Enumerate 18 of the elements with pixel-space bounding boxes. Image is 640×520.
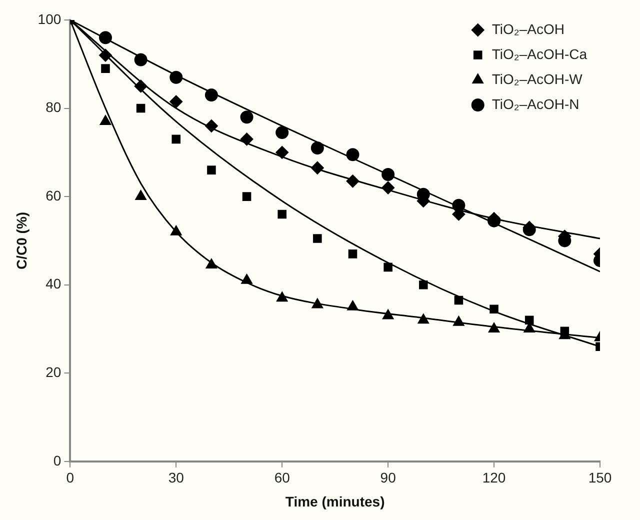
x-axis-title: Time (minutes): [285, 493, 385, 510]
x-tick-label: 150: [588, 470, 612, 486]
y-tick-label: 20: [46, 364, 62, 380]
x-tick-label: 0: [66, 470, 74, 486]
y-tick-label: 0: [53, 452, 62, 468]
x-tick-label: 120: [482, 470, 506, 486]
x-tick-label: 90: [380, 470, 396, 486]
x-tick-label: 30: [168, 470, 184, 486]
y-tick-label: 100: [38, 10, 62, 27]
y-tick-label: 40: [46, 276, 62, 292]
legend-label: TiO₂–AcOH: [492, 20, 564, 37]
y-tick-label: 60: [46, 187, 62, 204]
legend-label: TiO₂–AcOH-Ca: [492, 46, 588, 62]
legend-label: TiO₂–AcOH-N: [492, 96, 580, 112]
y-axis-title: C/C0 (%): [13, 212, 30, 270]
legend-label: TiO₂–AcOH-W: [492, 70, 584, 87]
x-tick-label: 60: [274, 470, 290, 486]
y-tick-label: 80: [46, 99, 62, 116]
